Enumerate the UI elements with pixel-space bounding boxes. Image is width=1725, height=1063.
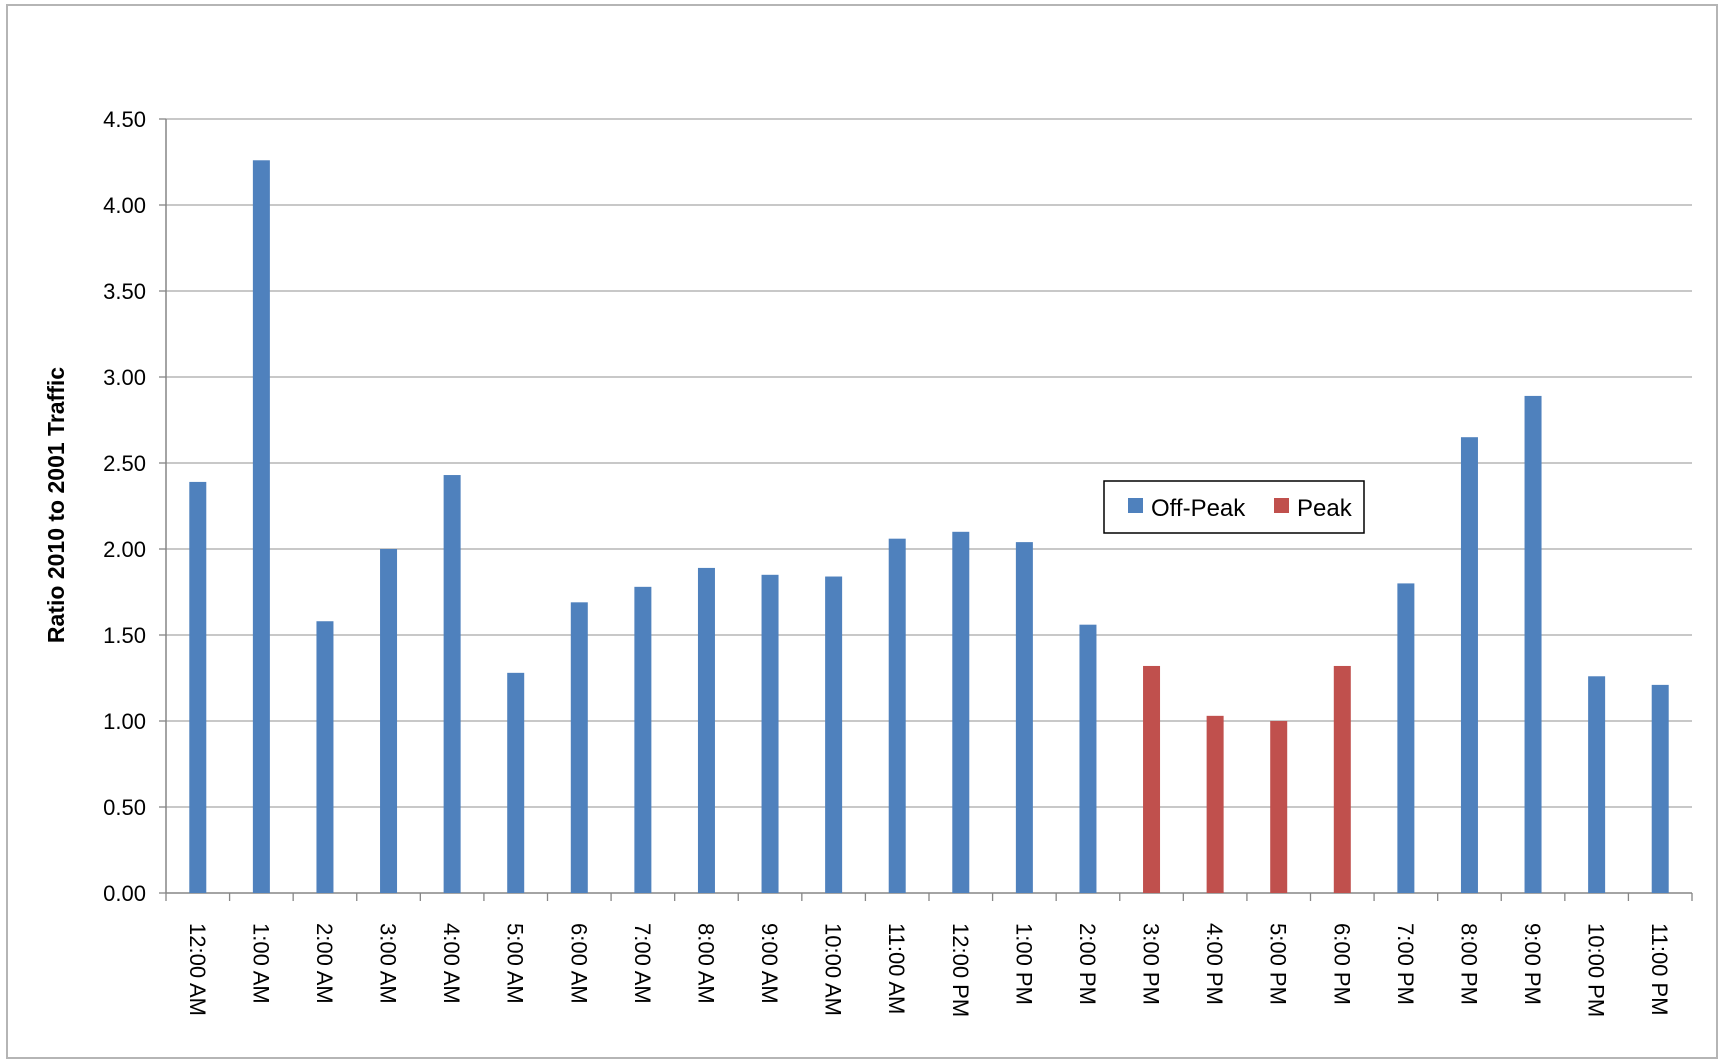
legend-box (1103, 480, 1365, 534)
x-tick-label: 3:00 AM (376, 923, 401, 1004)
x-tick-labels: 12:00 AM 1:00 AM 2:00 AM 3:00 AM 4:00 AM 5:00… (185, 923, 1672, 1017)
x-tick-label: 7:00 AM (630, 923, 655, 1004)
x-tick-label: 10:00 PM (1584, 923, 1609, 1017)
bar-off-peak-13 (1015, 542, 1033, 893)
y-tick-label: 2.00 (103, 537, 146, 562)
x-tick-label: 4:00 AM (439, 923, 464, 1004)
bar-off-peak-2 (316, 621, 334, 893)
x-tick-label: 12:00 PM (948, 923, 973, 1017)
x-tick-label: 8:00 AM (693, 923, 718, 1004)
legend-swatch-off-peak (1128, 498, 1143, 513)
legend-swatch-peak (1274, 498, 1289, 513)
x-tick-label: 12:00 AM (185, 923, 210, 1016)
bar-off-peak-22 (1588, 676, 1606, 893)
y-tick-labels: 0.00 0.50 1.00 1.50 2.00 2.50 3.00 3.50 4.00 4.50 (103, 107, 146, 906)
x-tick-label: 2:00 PM (1075, 923, 1100, 1005)
bar-off-peak-1 (252, 160, 270, 893)
bar-off-peak-23 (1651, 684, 1669, 893)
bar-off-peak-11 (888, 538, 906, 893)
bar-peak-16 (1206, 715, 1224, 893)
x-tick-label: 6:00 AM (566, 923, 591, 1004)
bar-off-peak-7 (634, 586, 652, 893)
x-tick-label: 8:00 PM (1456, 923, 1481, 1005)
y-tick-label: 3.00 (103, 365, 146, 390)
bar-peak-17 (1270, 721, 1288, 893)
x-tick-label: 11:00 PM (1647, 923, 1672, 1016)
bar-peak-15 (1143, 665, 1161, 893)
x-tick-label: 11:00 AM (884, 923, 909, 1014)
x-tick-label: 2:00 AM (312, 923, 337, 1004)
bar-off-peak-4 (443, 475, 461, 893)
bar-off-peak-20 (1460, 437, 1478, 893)
bar-off-peak-5 (507, 672, 525, 893)
y-tick-label: 4.00 (103, 193, 146, 218)
y-tick-label: 4.50 (103, 107, 146, 132)
bars (189, 160, 1669, 893)
bar-off-peak-10 (825, 576, 843, 893)
legend-label-off-peak: Off-Peak (1151, 495, 1246, 522)
bar-off-peak-14 (1079, 624, 1097, 893)
bar-off-peak-3 (380, 549, 398, 893)
y-tick-label: 1.00 (103, 709, 146, 734)
x-tick-label: 3:00 PM (1139, 923, 1164, 1005)
axes (159, 118, 1693, 901)
x-tick-label: 1:00 AM (248, 923, 273, 1004)
y-tick-label: 2.50 (103, 451, 146, 476)
y-tick-label: 0.50 (103, 795, 146, 820)
x-tick-label: 9:00 AM (757, 923, 782, 1004)
x-tick-label: 4:00 PM (1202, 923, 1227, 1005)
y-tick-label: 3.50 (103, 279, 146, 304)
bar-off-peak-8 (697, 567, 715, 893)
x-tick-label: 5:00 AM (503, 923, 528, 1004)
y-tick-label: 0.00 (103, 881, 146, 906)
y-axis-title: Ratio 2010 to 2001 Traffic (43, 367, 69, 643)
x-tick-label: 5:00 PM (1266, 923, 1291, 1005)
bar-off-peak-12 (952, 531, 970, 893)
x-tick-label: 7:00 PM (1393, 923, 1418, 1005)
bar-peak-18 (1333, 665, 1351, 893)
x-tick-label: 1:00 PM (1011, 923, 1036, 1005)
x-tick-label: 9:00 PM (1520, 923, 1545, 1005)
chart-frame (6, 4, 1718, 1059)
bar-off-peak-9 (761, 574, 779, 893)
legend: Off-Peak Peak (1103, 480, 1365, 534)
bar-off-peak-0 (189, 481, 207, 893)
bar-off-peak-21 (1524, 395, 1542, 893)
x-tick-label: 6:00 PM (1329, 923, 1354, 1005)
x-tick-label: 10:00 AM (821, 923, 846, 1016)
legend-label-peak: Peak (1297, 495, 1353, 522)
bar-off-peak-19 (1397, 583, 1415, 893)
bar-off-peak-6 (570, 602, 588, 893)
y-tick-label: 1.50 (103, 623, 146, 648)
gridlines (166, 118, 1692, 808)
